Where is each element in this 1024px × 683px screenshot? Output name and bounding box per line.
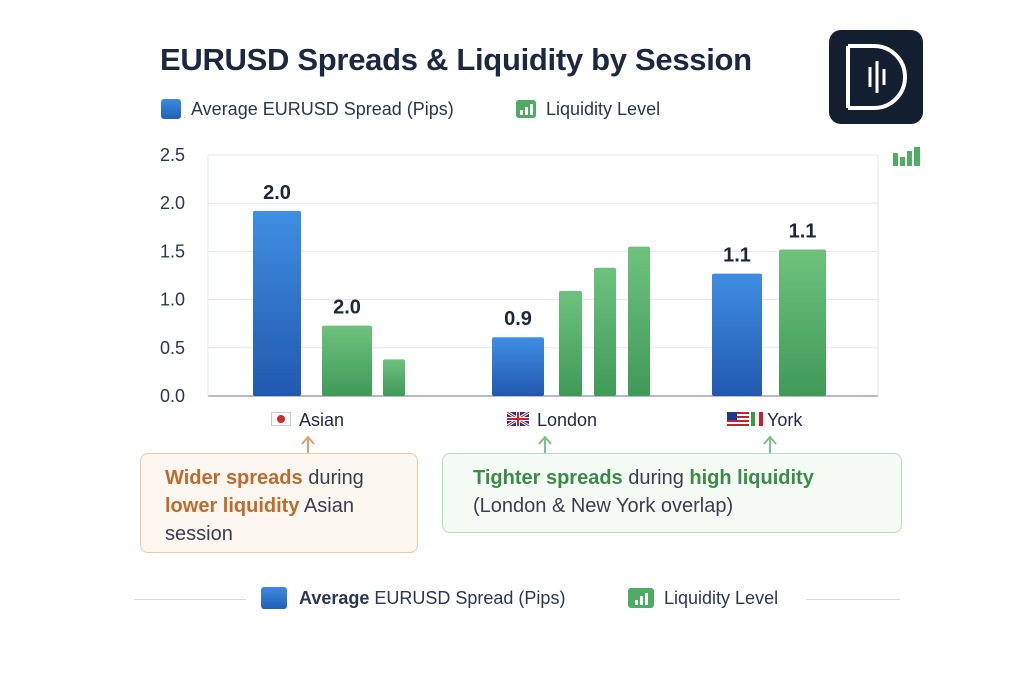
japan-flag-icon bbox=[271, 410, 291, 431]
footer-legend-rest: EURUSD Spread (Pips) bbox=[369, 587, 566, 608]
footer-divider bbox=[806, 599, 900, 600]
bar-value-label: 0.9 bbox=[504, 308, 532, 330]
y-tick-label: 2.0 bbox=[160, 193, 185, 213]
session-name: York bbox=[767, 409, 803, 430]
y-tick-label: 0.5 bbox=[160, 338, 185, 358]
annotation-text: during bbox=[622, 467, 690, 489]
bar-asian-spread bbox=[253, 210, 301, 396]
annotation-text: (London & New York overlap) bbox=[473, 495, 734, 517]
bar-york-spread bbox=[712, 273, 762, 396]
session-label-york: York bbox=[727, 408, 802, 432]
y-tick-label: 1.5 bbox=[160, 241, 185, 261]
footer-legend-liquidity-label: Liquidity Level bbox=[664, 587, 779, 608]
annotation-text: during bbox=[302, 467, 364, 489]
liquidity-side-icon bbox=[893, 147, 920, 166]
legend-item-liquidity: Liquidity Level bbox=[516, 98, 660, 120]
annotation-asian: Wider spreads during lower liquidity Asi… bbox=[140, 453, 418, 553]
footer-legend-bold: Average bbox=[299, 587, 370, 608]
bar-york-liquidity bbox=[779, 249, 826, 396]
bar-value-label: 1.1 bbox=[789, 220, 817, 242]
session-name: London bbox=[537, 409, 598, 430]
footer-legend-liquidity: Liquidity Level bbox=[628, 586, 778, 610]
italy-flag-icon bbox=[751, 410, 765, 431]
bar-value-label: 2.0 bbox=[333, 297, 361, 319]
footer-divider bbox=[134, 599, 246, 600]
bar-asian-liquidity bbox=[383, 359, 405, 396]
annotation-highlight: Wider spreads bbox=[165, 467, 303, 489]
brand-logo-icon bbox=[829, 30, 923, 124]
bar-london-liquidity bbox=[628, 246, 650, 396]
uk-flag-icon bbox=[506, 410, 530, 431]
spread-swatch-icon bbox=[261, 587, 287, 609]
spread-swatch-icon bbox=[161, 99, 181, 119]
session-label-london: London bbox=[506, 408, 598, 432]
y-tick-label: 1.0 bbox=[160, 290, 185, 310]
bar-value-label: 2.0 bbox=[263, 182, 291, 204]
bar-labels: 2.0 2.0 0.9 1.1 1.1 bbox=[263, 182, 816, 330]
bar-london-liquidity bbox=[559, 290, 582, 396]
annotation-overlap: Tighter spreads during high liquidity (L… bbox=[442, 453, 902, 533]
bars bbox=[253, 210, 826, 396]
footer-legend-spread-label: Average EURUSD Spread (Pips) bbox=[299, 588, 565, 609]
y-tick-label: 0.0 bbox=[160, 386, 185, 406]
us-flag-icon bbox=[727, 410, 749, 431]
footer-legend-spread: Average EURUSD Spread (Pips) bbox=[261, 586, 565, 610]
annotation-highlight: Tighter spreads bbox=[473, 467, 623, 489]
annotation-text: Asian bbox=[299, 495, 354, 517]
session-name: Asian bbox=[299, 409, 345, 430]
y-tick-label: 2.5 bbox=[160, 145, 185, 165]
liquidity-swatch-icon bbox=[628, 588, 654, 608]
y-axis-ticks: 0.0 0.5 1.0 1.5 2.0 2.5 bbox=[160, 145, 185, 406]
bar-london-spread bbox=[492, 337, 544, 396]
annotation-text: session bbox=[165, 523, 233, 545]
bar-london-liquidity bbox=[594, 267, 616, 396]
liquidity-swatch-icon bbox=[516, 100, 536, 118]
legend-liquidity-label: Liquidity Level bbox=[546, 98, 661, 119]
bar-asian-liquidity bbox=[322, 325, 372, 396]
legend-item-spread: Average EURUSD Spread (Pips) bbox=[161, 98, 454, 120]
session-label-asian: Asian bbox=[271, 408, 344, 432]
annotation-highlight: high liquidity bbox=[689, 467, 814, 489]
bar-value-label: 1.1 bbox=[723, 245, 751, 267]
annotation-highlight: lower liquidity bbox=[165, 495, 300, 517]
legend-spread-label: Average EURUSD Spread (Pips) bbox=[191, 98, 454, 119]
chart-title: EURUSD Spreads & Liquidity by Session bbox=[160, 42, 752, 77]
